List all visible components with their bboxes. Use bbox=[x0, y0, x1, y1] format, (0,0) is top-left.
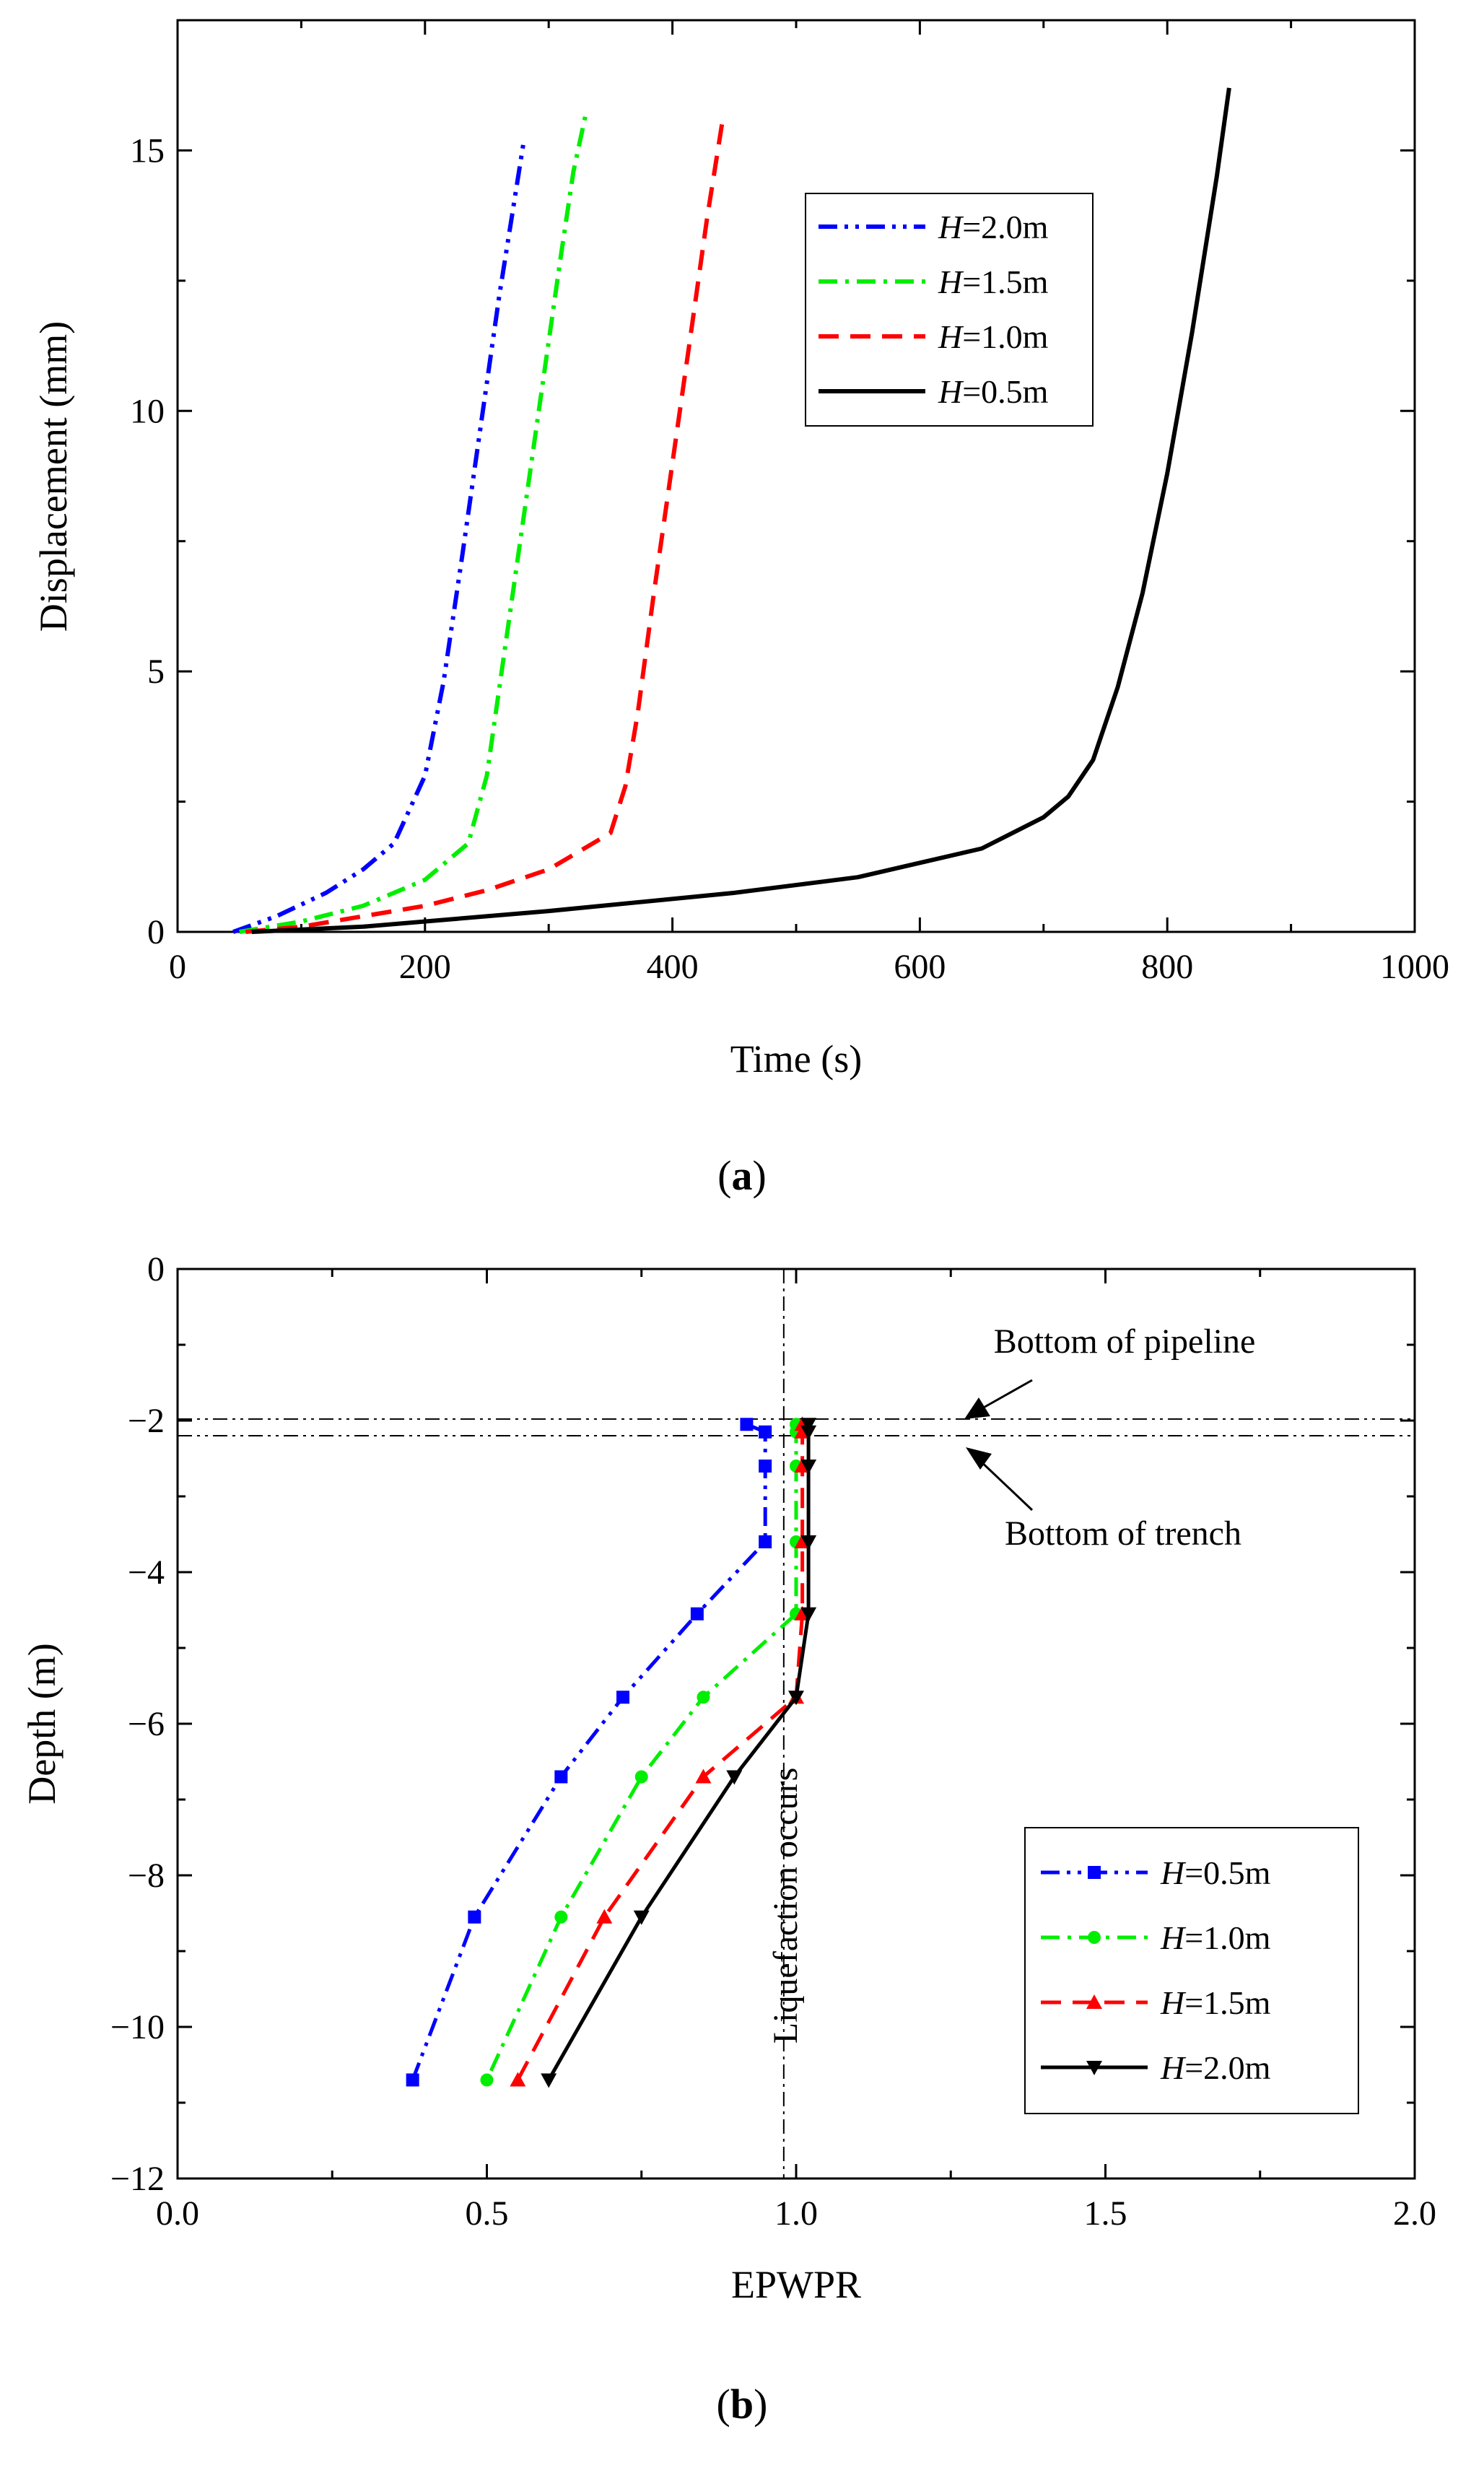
y-tick-label: −8 bbox=[128, 1857, 165, 1895]
data-point-h-0-5m bbox=[759, 1425, 772, 1439]
data-point-h-2-0m bbox=[788, 1691, 804, 1706]
y-tick-label: −6 bbox=[128, 1705, 165, 1743]
data-point-h-0-5m bbox=[690, 1607, 704, 1621]
x-tick-label: 200 bbox=[399, 948, 451, 986]
panel-b-y-axis-title: Depth (m) bbox=[20, 1643, 64, 1804]
series-line-h-1-5m bbox=[516, 1424, 805, 2081]
y-tick-label: −2 bbox=[128, 1402, 165, 1440]
data-point-h-1-0m bbox=[697, 1691, 710, 1704]
panel-b-legend: H=0.5m H=1.0m H=1.5m H=2.0m bbox=[1024, 1827, 1359, 2114]
x-tick-label: 600 bbox=[894, 948, 946, 986]
x-tick-label: 0 bbox=[169, 948, 186, 986]
panel-b-caption-letter: b bbox=[730, 2381, 754, 2428]
data-point-h-2-0m bbox=[541, 2073, 557, 2088]
panel-a-legend-box bbox=[805, 193, 1094, 427]
panel-b-x-axis-title: EPWPR bbox=[731, 2263, 861, 2306]
x-tick-label: 800 bbox=[1141, 948, 1193, 986]
data-point-h-2-0m bbox=[800, 1460, 817, 1474]
legend-label-h-0-5m: H=0.5m bbox=[938, 373, 1049, 410]
legend-marker-h-1-0m bbox=[1088, 1931, 1101, 1944]
panel-b-epwpr-chart: 0.0 0.5 1.0 1.5 2.0 0 −2 −4 −6 −8 −10 −12 Liquefact… bbox=[20, 1250, 1436, 2428]
panel-b-reference-lines bbox=[178, 1269, 1415, 2178]
y-tick-label: 0 bbox=[147, 1250, 165, 1288]
y-tick-label: −4 bbox=[128, 1553, 165, 1592]
y-tick-label: 5 bbox=[147, 653, 165, 691]
panel-a-tick-labels: 0 200 400 600 800 1000 0 5 10 15 bbox=[130, 131, 1449, 986]
panel-a-plot-area bbox=[176, 19, 1416, 933]
legend-marker-h-2-0m bbox=[1086, 2061, 1102, 2075]
panel-a-ticks bbox=[176, 19, 1416, 933]
data-point-h-0-5m bbox=[759, 1460, 772, 1473]
data-point-h-0-5m bbox=[468, 1910, 481, 1924]
data-point-h-0-5m bbox=[616, 1691, 630, 1704]
bottom-of-pipeline-label: Bottom of pipeline bbox=[994, 1322, 1256, 1361]
data-point-h-2-0m bbox=[800, 1607, 817, 1622]
x-tick-label: 1000 bbox=[1380, 948, 1449, 986]
panel-a-caption-letter: a bbox=[732, 1152, 753, 1199]
panel-a-y-axis-title: Displacement (mm) bbox=[32, 321, 75, 632]
series-line-h-2-0m bbox=[232, 139, 526, 934]
legend-label-h-1-5m: H=1.5m bbox=[1160, 1984, 1271, 2021]
x-tick-label: 1.5 bbox=[1084, 2194, 1127, 2233]
data-point-h-1-5m bbox=[510, 2072, 526, 2087]
y-tick-label: 10 bbox=[130, 392, 165, 430]
data-point-h-2-0m bbox=[726, 1770, 743, 1785]
data-point-h-1-5m bbox=[695, 1768, 712, 1784]
series-line-h-1-0m bbox=[245, 123, 725, 934]
bottom-of-trench-arrowhead bbox=[966, 1447, 992, 1470]
panel-a-series bbox=[232, 87, 1231, 934]
legend-label-h-1-5m: H=1.5m bbox=[938, 263, 1049, 300]
series-line-h-1-5m bbox=[239, 113, 588, 934]
x-tick-label: 0.0 bbox=[156, 2194, 199, 2233]
bottom-of-pipeline-arrow bbox=[975, 1379, 1033, 1413]
x-tick-label: 400 bbox=[647, 948, 699, 986]
series-line-h-0-5m bbox=[251, 87, 1231, 934]
panel-b-caption: (b) bbox=[717, 2381, 768, 2428]
data-point-h-1-0m bbox=[634, 1770, 648, 1784]
series-line-h-1-0m bbox=[485, 1424, 798, 2081]
panel-b-ticks bbox=[176, 1268, 1416, 2180]
legend-label-h-0-5m: H=0.5m bbox=[1160, 1854, 1271, 1891]
data-point-h-1-0m bbox=[480, 2073, 494, 2087]
legend-marker-h-1-5m bbox=[1086, 1994, 1102, 2009]
x-tick-label: 2.0 bbox=[1393, 2194, 1436, 2233]
panel-a-legend: H=2.0m H=1.5m H=1.0m H=0.5m bbox=[805, 193, 1094, 427]
data-point-h-0-5m bbox=[406, 2073, 419, 2087]
data-point-h-2-0m bbox=[800, 1418, 817, 1433]
data-point-h-1-0m bbox=[554, 1910, 568, 1924]
bottom-of-trench-arrow bbox=[976, 1457, 1034, 1512]
data-point-h-0-5m bbox=[554, 1770, 568, 1784]
legend-label-h-2-0m: H=2.0m bbox=[938, 209, 1049, 245]
panel-a-displacement-chart: 0 200 400 600 800 1000 0 5 10 15 H=2.0m H=1.5m H=1.… bbox=[32, 19, 1449, 1199]
data-point-h-2-0m bbox=[633, 1910, 650, 1925]
bottom-of-pipeline-arrowhead bbox=[964, 1397, 990, 1419]
legend-label-h-1-0m: H=1.0m bbox=[1160, 1919, 1271, 1956]
data-point-h-2-0m bbox=[800, 1425, 817, 1440]
legend-label-h-1-0m: H=1.0m bbox=[938, 318, 1049, 355]
data-point-h-0-5m bbox=[740, 1418, 754, 1431]
y-tick-label: −12 bbox=[110, 2160, 165, 2198]
legend-marker-h-0-5m bbox=[1088, 1866, 1101, 1879]
panel-a-x-axis-title: Time (s) bbox=[730, 1037, 863, 1081]
series-line-h-0-5m bbox=[411, 1422, 767, 2081]
data-point-h-1-5m bbox=[596, 1909, 613, 1924]
x-tick-label: 1.0 bbox=[774, 2194, 818, 2233]
legend-label-h-2-0m: H=2.0m bbox=[1160, 2049, 1271, 2086]
data-point-h-0-5m bbox=[759, 1535, 772, 1548]
liquefaction-label: Liquefaction occurs bbox=[767, 1768, 805, 2044]
y-tick-label: 0 bbox=[147, 913, 165, 951]
data-point-h-2-0m bbox=[800, 1535, 817, 1550]
bottom-of-trench-label: Bottom of trench bbox=[1005, 1514, 1241, 1553]
x-tick-label: 0.5 bbox=[466, 2194, 509, 2233]
y-tick-label: 15 bbox=[130, 131, 165, 170]
panel-a-caption: (a) bbox=[717, 1152, 767, 1199]
panel-b-series bbox=[406, 1416, 817, 2088]
panel-b-tick-labels: 0.0 0.5 1.0 1.5 2.0 0 −2 −4 −6 −8 −10 −12 bbox=[110, 1250, 1436, 2233]
y-tick-label: −10 bbox=[110, 2008, 165, 2046]
